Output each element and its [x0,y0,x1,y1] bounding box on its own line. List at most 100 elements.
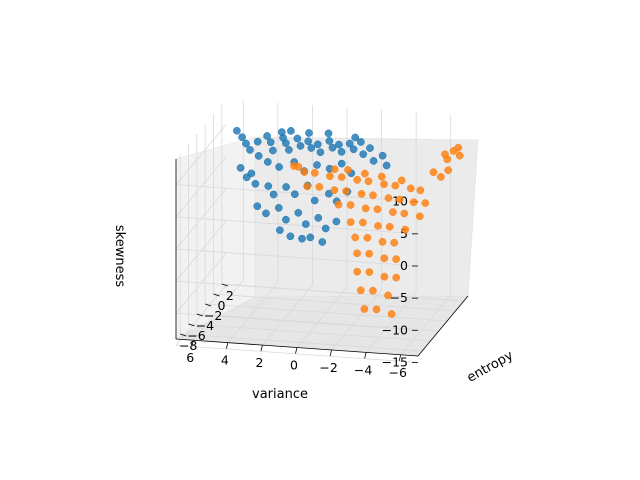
data-point [415,212,424,221]
data-point [262,209,270,218]
y-tick [196,313,203,317]
data-point [349,145,358,154]
data-point [429,168,438,177]
data-point [310,169,319,177]
data-point [275,163,283,171]
data-point [264,182,273,190]
data-point [401,225,410,234]
data-point [334,200,343,209]
data-point [392,273,401,282]
data-point [361,204,370,213]
y-axis-line [417,295,469,357]
data-point [324,129,333,138]
data-point [330,186,339,195]
x-tick-label: −4 [354,362,372,377]
tick-marks [180,201,418,363]
data-point [286,232,295,241]
data-point [395,195,404,204]
data-point [364,177,373,186]
data-point [274,204,283,212]
data-point [380,254,389,263]
z-tick-label: 5 [400,226,408,241]
x-gridline [262,105,313,346]
data-point [233,126,241,135]
y-tick-label: −6 [187,328,205,343]
panes [174,136,479,357]
data-point [345,139,354,148]
y-tick-label: 0 [218,298,226,313]
data-point [300,168,309,176]
data-point [296,142,305,150]
data-point [390,238,399,247]
data-point [444,166,453,175]
data-point [306,233,315,242]
x-gridline [331,109,382,351]
data-points [233,126,464,318]
data-point [356,286,365,295]
z-axis-title: skewness [112,225,127,287]
x-tick-label: −6 [388,365,406,380]
series-2 [290,143,464,318]
data-point [307,144,316,152]
data-point [328,143,337,152]
y-tick [221,283,228,287]
x-tick [329,349,332,357]
data-point [361,169,369,178]
x-tick-label: −2 [319,360,337,375]
data-point [325,189,333,198]
data-point [363,233,372,242]
x-tick-label: 6 [186,350,194,365]
x-gridline [365,112,417,353]
data-point [384,291,392,300]
data-point [389,208,397,216]
data-point [353,267,362,276]
data-point [310,196,319,205]
data-point [454,143,463,152]
data-point [337,148,346,156]
data-point [276,226,284,235]
data-point [372,305,381,314]
data-point [337,159,346,168]
x-tick-label: 2 [255,355,263,370]
data-point [332,217,341,226]
data-point [377,172,386,181]
data-point [391,181,400,190]
data-point [247,169,256,178]
data-point [251,179,260,188]
data-point [382,161,391,170]
y-tick-label: −8 [179,338,197,353]
data-point [238,133,246,142]
data-point [236,164,245,172]
data-point [337,173,346,181]
data-point [287,127,295,135]
x-tick-label: 0 [290,358,298,373]
data-point [359,150,368,159]
data-point [293,134,302,143]
x-gridline [192,100,244,341]
data-point [277,128,286,136]
data-point [373,205,382,214]
data-point [316,148,325,157]
data-point [305,129,313,137]
data-point [318,238,327,246]
data-point [342,187,350,195]
data-point [326,172,334,181]
data-point [374,222,382,230]
x-tick [225,342,229,349]
data-point [298,234,306,243]
data-point [294,162,303,171]
data-point [366,144,374,152]
data-point [387,310,396,318]
data-point [266,138,275,147]
data-point [378,151,387,160]
data-point [421,199,430,207]
data-point [365,268,374,276]
x-axis-title: variance [252,387,308,402]
data-point [313,140,322,149]
data-point [335,140,343,149]
data-point [315,183,324,191]
y-tick-label: −4 [196,318,214,333]
data-point [325,137,334,145]
x-tick [295,347,298,354]
